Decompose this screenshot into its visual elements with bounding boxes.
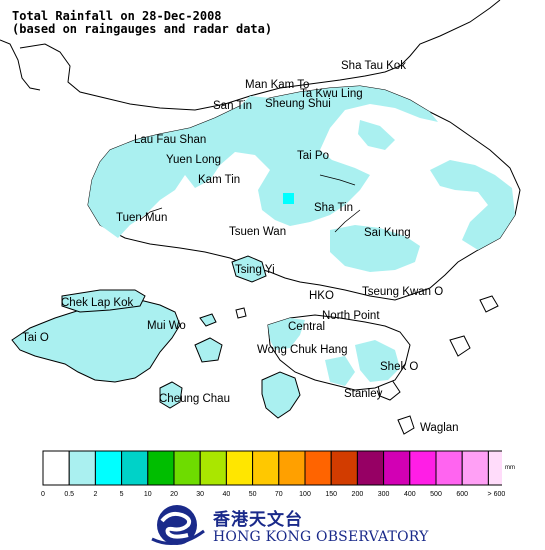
legend-swatch-10 <box>304 450 332 486</box>
map-subtitle: (based on raingauges and radar data) <box>12 22 273 36</box>
tsing-yi-island <box>231 255 267 283</box>
rain-area-saikung <box>330 225 420 272</box>
place-san-tin: San Tin <box>213 100 252 112</box>
legend-tick-label: 500 <box>430 491 442 498</box>
legend-tick-label: 300 <box>377 491 390 498</box>
rain-area-east <box>430 160 515 250</box>
rain-area-hk-island-south <box>355 340 400 382</box>
road-tolo <box>319 174 356 186</box>
rainfall-map <box>0 0 521 435</box>
cheung-chau-island <box>159 381 183 409</box>
legend-swatch-2 <box>94 450 123 486</box>
place-stanley: Stanley <box>344 388 383 400</box>
mainland-coast <box>0 39 41 91</box>
legend-unit: mm <box>505 465 515 471</box>
rain-area-nt <box>88 86 438 238</box>
small-island-2 <box>199 313 217 327</box>
legend-swatch-12 <box>356 450 385 486</box>
rain-area-north-east <box>358 120 395 150</box>
rain-area-stanley <box>325 356 355 386</box>
legend-swatch-14 <box>409 450 437 486</box>
legend-tick-label: 600 <box>456 491 469 498</box>
place-ta-kwu-ling: Ta Kwu Ling <box>300 88 363 100</box>
legend-swatch-1 <box>68 450 96 486</box>
legend-swatch-17 <box>487 450 502 486</box>
legend-tick-label: 400 <box>403 491 416 498</box>
road-tuenmun <box>139 207 163 221</box>
place-tai-po: Tai Po <box>297 150 329 162</box>
place-sai-kung: Sai Kung <box>364 227 411 239</box>
legend-swatch-7 <box>225 450 254 486</box>
mainland-outline <box>19 0 501 111</box>
legend-swatch-5 <box>173 450 201 486</box>
legend-tick-label: 2 <box>93 491 98 498</box>
legend-tick-label: 20 <box>170 491 178 498</box>
place-lau-fau-shan: Lau Fau Shan <box>134 134 207 146</box>
lamma-island <box>261 371 301 419</box>
legend-swatch-0 <box>42 450 70 486</box>
legend-tick-label: 150 <box>325 491 338 498</box>
logo-english-name: HONG KONG OBSERVATORY <box>213 529 429 545</box>
rain-cell-2mm <box>283 193 294 204</box>
legend-tick-label: 70 <box>274 491 283 498</box>
small-island-6 <box>479 295 499 313</box>
legend-swatch-13 <box>383 450 411 486</box>
legend-swatch-6 <box>199 450 227 486</box>
legend-tick-label: 10 <box>143 491 152 498</box>
place-sheung-shui: Sheung Shui <box>265 98 331 110</box>
place-cheung-chau: Cheung Chau <box>159 393 230 405</box>
place-hko: HKO <box>309 290 334 302</box>
place-chek-lap-kok: Chek Lap Kok <box>61 297 134 309</box>
place-kam-tin: Kam Tin <box>198 174 241 186</box>
place-sha-tau-kok: Sha Tau Kok <box>341 60 407 72</box>
airport-island <box>61 289 146 313</box>
legend-swatch-4 <box>147 450 175 486</box>
place-waglan: Waglan <box>420 422 459 434</box>
place-man-kam-to: Man Kam To <box>245 79 310 91</box>
legend-tick-label: 0 <box>41 491 45 498</box>
legend-tick-label: 40 <box>222 491 231 498</box>
legend-swatch-9 <box>278 450 306 486</box>
legend-tick-label: > 600 <box>487 491 506 498</box>
place-yuen-long: Yuen Long <box>166 154 222 166</box>
legend-tick-label: 30 <box>196 491 205 498</box>
legend-tick-label: 100 <box>299 491 311 498</box>
road-shatin <box>334 209 361 233</box>
small-island-7 <box>235 307 247 319</box>
place-central: Central <box>288 321 326 333</box>
rainfall-legend <box>42 450 502 486</box>
legend-tick-label: 5 <box>119 491 124 498</box>
small-island-1 <box>194 337 223 363</box>
place-tsing-yi: Tsing Yi <box>235 264 275 276</box>
legend-tick-label: 200 <box>351 491 364 498</box>
legend-swatch-3 <box>121 450 149 486</box>
legend-tick-label: 0.5 <box>64 491 75 498</box>
logo-chinese-name: 香港天文台 <box>213 510 303 530</box>
hko-emblem-icon <box>151 505 205 545</box>
small-island-5 <box>449 335 471 357</box>
legend-swatch-11 <box>330 450 358 486</box>
legend-tick-label: 50 <box>248 491 257 498</box>
place-mui-wo: Mui Wo <box>147 320 186 332</box>
place-north-point: North Point <box>322 310 380 322</box>
place-tsuen-wan: Tsuen Wan <box>229 226 287 238</box>
map-title: Total Rainfall on 28-Dec-2008 <box>12 9 222 23</box>
place-tuen-mun: Tuen Mun <box>116 212 168 224</box>
small-island-4 <box>397 415 415 435</box>
legend-swatch-8 <box>252 450 280 486</box>
place-sha-tin: Sha Tin <box>314 202 353 214</box>
place-tseung-kwan-o: Tseung Kwan O <box>362 286 444 298</box>
legend-swatch-16 <box>461 450 489 486</box>
place-shek-o: Shek O <box>380 361 419 373</box>
place-tai-o: Tai O <box>22 332 49 344</box>
legend-swatch-15 <box>435 450 463 486</box>
place-wong-chuk-hang: Wong Chuk Hang <box>257 344 348 356</box>
rain-area-hk-island-west <box>268 318 305 350</box>
